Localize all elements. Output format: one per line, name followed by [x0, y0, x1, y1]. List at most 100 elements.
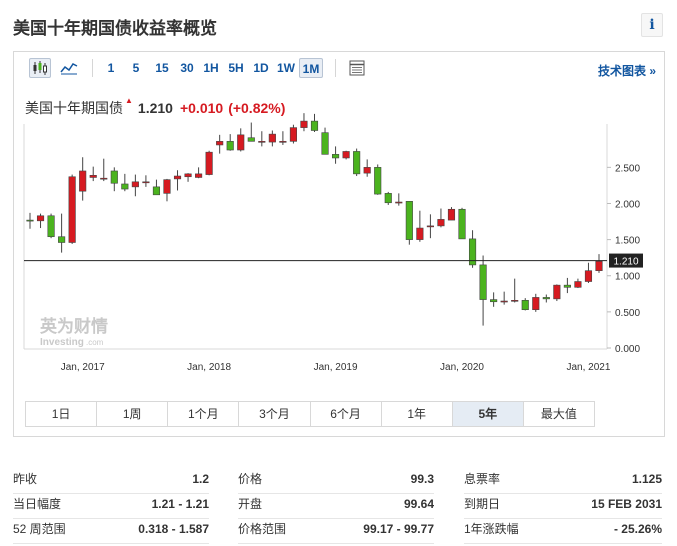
x-tick-label: Jan, 2018 — [187, 362, 231, 373]
candle-body — [36, 215, 45, 222]
stats-row: 当日幅度 1.21 - 1.21 开盘 99.64 到期日 15 FEB 203… — [13, 493, 665, 519]
stat-value: 1.125 — [631, 472, 662, 486]
interval-30[interactable]: 30 — [180, 61, 194, 75]
candle-body — [68, 176, 76, 243]
candle-body — [574, 281, 582, 288]
candle-body — [89, 175, 97, 178]
candle-body — [521, 300, 529, 311]
stat-cell: 1年涨跌幅 - 25.26% — [464, 518, 662, 544]
candle-body — [184, 173, 192, 178]
interval-15[interactable]: 15 — [155, 61, 169, 75]
area-chart-icon[interactable] — [58, 58, 80, 78]
candle-body — [100, 177, 108, 180]
chart-panel: 1 5 15 30 1H 5H 1D 1W 1M 技术图表 » 美国十年期国债 ▲… — [13, 51, 665, 437]
candle-body — [300, 120, 308, 128]
candlestick-icon[interactable] — [29, 58, 51, 78]
stat-label: 到期日 — [464, 497, 501, 511]
candle-body — [332, 154, 340, 159]
candle-body — [321, 132, 329, 155]
stat-cell: 价格范围 99.17 - 99.77 — [238, 518, 434, 544]
last-price-badge — [609, 253, 643, 268]
y-tick-label: 1.000 — [615, 272, 640, 283]
last-price-label: 1.210 — [613, 257, 638, 268]
range-tab-1y[interactable]: 1年 — [381, 402, 453, 426]
candle-body — [437, 219, 445, 227]
candle-body — [163, 179, 171, 194]
candle-body — [205, 151, 213, 175]
range-tab-1m[interactable]: 1个月 — [168, 402, 240, 426]
watermark-brand: 英为财情 — [40, 316, 108, 336]
candle-body — [110, 170, 118, 184]
stat-label: 价格范围 — [238, 522, 287, 536]
range-tab-1d[interactable]: 1日 — [26, 402, 98, 426]
candle-body — [289, 127, 297, 142]
interval-5h[interactable]: 5H — [228, 61, 244, 75]
range-tab-6m[interactable]: 6个月 — [310, 402, 382, 426]
candle-body — [142, 181, 150, 184]
quote-header: 美国十年期国债 ▲ 1.210 +0.010 (+0.82%) — [25, 96, 286, 118]
candle-body — [542, 297, 550, 300]
candle-body — [195, 173, 203, 178]
candle-body — [363, 167, 371, 174]
candle-body — [511, 300, 519, 302]
range-tab-max[interactable]: 最大值 — [523, 402, 594, 426]
x-tick-label: Jan, 2020 — [440, 362, 484, 373]
candle-body — [584, 270, 593, 282]
candle-body — [310, 120, 319, 131]
toolbar-divider — [92, 59, 93, 77]
info-icon[interactable]: i — [641, 13, 663, 37]
candle-body — [490, 299, 498, 303]
stat-value: - 25.26% — [613, 522, 662, 536]
stats-row: 昨收 1.2 价格 99.3 息票率 1.125 — [13, 468, 665, 494]
candle-body — [152, 186, 161, 196]
candle-body — [258, 141, 266, 143]
candle-body — [58, 236, 66, 243]
candle-body — [468, 238, 477, 266]
interval-1d[interactable]: 1D — [253, 61, 269, 75]
stat-value: 99.17 - 99.77 — [363, 522, 434, 536]
interval-1m[interactable]: 1M — [299, 58, 323, 78]
stat-value: 1.21 - 1.21 — [151, 497, 209, 511]
candle-body — [553, 284, 561, 300]
candle-body — [384, 193, 392, 204]
candle-body — [458, 208, 466, 240]
candle-body — [268, 133, 276, 143]
interval-5[interactable]: 5 — [132, 61, 140, 75]
x-tick-label: Jan, 2017 — [61, 362, 105, 373]
interval-1[interactable]: 1 — [107, 61, 115, 75]
range-tab-1w[interactable]: 1周 — [97, 402, 169, 426]
toolbar-divider — [335, 59, 336, 77]
stat-label: 1年涨跌幅 — [464, 522, 519, 536]
candle-body — [279, 141, 287, 143]
candle-body — [26, 219, 34, 222]
interval-1w[interactable]: 1W — [277, 61, 295, 75]
range-tab-5y[interactable]: 5年 — [452, 402, 524, 426]
technical-chart-link[interactable]: 技术图表 » — [597, 64, 656, 78]
candle-body — [342, 151, 350, 159]
range-tab-3m[interactable]: 3个月 — [239, 402, 311, 426]
x-tick-label: Jan, 2021 — [566, 362, 610, 373]
stat-cell: 价格 99.3 — [238, 468, 434, 494]
candle-body — [395, 201, 403, 204]
chart-toolbar: 1 5 15 30 1H 5H 1D 1W 1M 技术图表 » — [14, 52, 664, 84]
candle-body — [500, 300, 508, 303]
candle-body — [416, 227, 424, 240]
candle-body — [532, 297, 540, 311]
stat-cell: 当日幅度 1.21 - 1.21 — [13, 493, 209, 519]
stat-value: 99.3 — [410, 472, 434, 486]
candle-body — [405, 201, 413, 240]
stat-label: 当日幅度 — [13, 497, 62, 511]
interval-1h[interactable]: 1H — [203, 61, 219, 75]
table-icon[interactable] — [347, 58, 367, 78]
candle-body — [374, 167, 382, 195]
x-tick-label: Jan, 2019 — [314, 362, 358, 373]
candle-body — [47, 215, 55, 238]
price-change-percent: (+0.82%) — [228, 100, 286, 116]
y-tick-label: 0.500 — [615, 308, 640, 319]
candle-body — [79, 170, 87, 192]
candle-body — [479, 264, 487, 300]
stat-cell: 52 周范围 0.318 - 1.587 — [13, 518, 209, 544]
candle-body — [247, 137, 255, 142]
stat-label: 52 周范围 — [13, 522, 66, 536]
